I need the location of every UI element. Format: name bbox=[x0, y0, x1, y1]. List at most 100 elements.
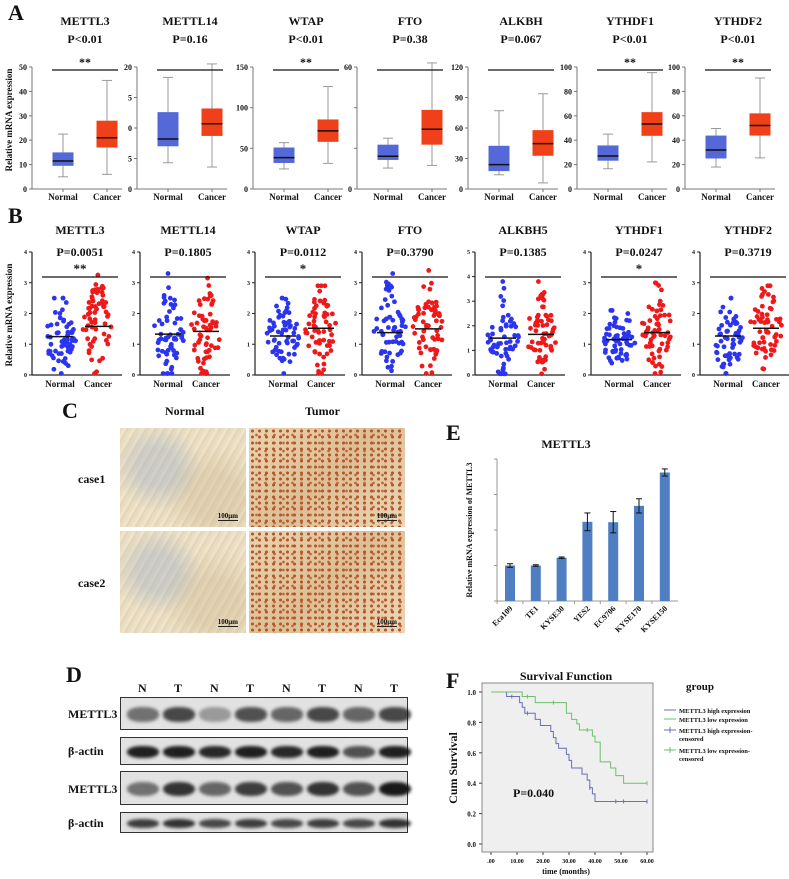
data-point-normal bbox=[164, 351, 170, 357]
data-point-normal bbox=[272, 337, 277, 343]
significance-stars: * bbox=[636, 261, 643, 276]
data-point-normal bbox=[167, 309, 172, 314]
data-point-cancer bbox=[321, 361, 327, 367]
data-point-cancer bbox=[436, 312, 442, 318]
p-value: P=0.1805 bbox=[164, 245, 211, 259]
data-point-normal bbox=[501, 361, 507, 367]
data-point-normal bbox=[387, 314, 392, 320]
data-point-normal bbox=[59, 351, 64, 356]
data-point-cancer bbox=[759, 314, 765, 320]
data-point-normal bbox=[54, 321, 60, 327]
data-point-cancer bbox=[197, 302, 203, 308]
data-point-normal bbox=[718, 338, 724, 344]
panel-letter-f: F bbox=[446, 668, 460, 693]
data-point-normal bbox=[60, 307, 65, 313]
data-point-cancer bbox=[315, 328, 321, 334]
data-point-normal bbox=[269, 327, 275, 333]
data-point-normal bbox=[265, 339, 271, 345]
plot-title: METTL3 bbox=[60, 14, 109, 28]
protein-band bbox=[307, 781, 339, 797]
data-point-cancer bbox=[771, 298, 777, 304]
data-point-cancer bbox=[95, 272, 101, 278]
data-point-normal bbox=[156, 353, 162, 359]
data-point-normal bbox=[720, 304, 726, 310]
data-point-cancer bbox=[317, 298, 323, 304]
y-tick-label: 100 bbox=[668, 63, 680, 72]
y-tick-label: 0.0 bbox=[467, 841, 476, 849]
y-tick-label: 5 bbox=[128, 155, 132, 164]
data-point-normal bbox=[292, 345, 297, 350]
y-tick-label: 100 bbox=[236, 104, 248, 113]
p-value: P=0.0051 bbox=[56, 245, 103, 259]
y-tick-label: 50 bbox=[19, 63, 27, 72]
data-point-cancer bbox=[536, 279, 541, 284]
data-point-cancer bbox=[650, 360, 655, 365]
lane-label: N bbox=[210, 681, 219, 695]
ihc-image-case1-normal: 100μm bbox=[120, 428, 246, 527]
data-point-cancer bbox=[540, 359, 546, 365]
data-point-normal bbox=[611, 315, 617, 321]
boxplot-alkbh: ALKBH P=0.067 0 30 60 90 120 Normal Cancer bbox=[451, 14, 558, 202]
y-axis-label: Relative mRNA expression of METTL3 bbox=[465, 463, 474, 598]
data-point-cancer bbox=[534, 314, 540, 320]
data-point-cancer bbox=[430, 335, 436, 341]
y-tick-label: 3 bbox=[692, 281, 695, 287]
data-point-normal bbox=[271, 320, 276, 326]
data-point-cancer bbox=[764, 319, 770, 325]
x-tick-label: KYSE150 bbox=[639, 604, 669, 634]
data-point-normal bbox=[604, 331, 609, 337]
data-point-normal bbox=[498, 294, 504, 299]
data-point-normal bbox=[163, 337, 169, 343]
y-tick-label: 0.2 bbox=[467, 811, 476, 819]
data-point-cancer bbox=[208, 325, 214, 330]
data-point-normal bbox=[728, 295, 734, 301]
data-point-normal bbox=[383, 358, 389, 364]
data-point-normal bbox=[505, 312, 511, 318]
data-point-normal bbox=[507, 346, 512, 352]
data-point-normal bbox=[381, 318, 387, 324]
data-point-normal bbox=[57, 311, 63, 316]
data-point-normal bbox=[380, 332, 386, 338]
y-tick-label: 0 bbox=[244, 185, 248, 194]
data-point-cancer bbox=[652, 313, 658, 319]
data-point-cancer bbox=[212, 345, 218, 351]
x-label-normal: Normal bbox=[269, 192, 299, 202]
lane-label: T bbox=[318, 681, 327, 695]
y-tick-label: 4 bbox=[247, 250, 250, 256]
bar-chart-mettl3: METTL3 Relative mRNA expression of METTL3… bbox=[465, 437, 678, 634]
protein-band bbox=[343, 707, 375, 722]
data-point-normal bbox=[606, 355, 612, 361]
y-tick-label: 40 bbox=[672, 136, 680, 145]
data-point-cancer bbox=[768, 342, 773, 347]
ihc-image-case2-tumor: 100μm bbox=[249, 531, 405, 633]
protein-band bbox=[199, 818, 231, 829]
data-point-normal bbox=[285, 320, 290, 326]
data-point-cancer bbox=[751, 340, 757, 346]
data-point-cancer bbox=[428, 347, 434, 353]
y-tick-label: 1 bbox=[247, 342, 250, 348]
data-point-cancer bbox=[203, 342, 209, 348]
scale-bar: 100μm bbox=[217, 618, 238, 627]
data-point-normal bbox=[723, 353, 729, 359]
y-tick-label: 1.0 bbox=[467, 689, 476, 697]
data-point-normal bbox=[172, 297, 177, 303]
protein-band bbox=[307, 707, 339, 722]
plot-title: YTHDF2 bbox=[724, 223, 772, 237]
data-point-normal bbox=[500, 303, 506, 309]
data-point-cancer bbox=[748, 319, 754, 325]
bar-eca109 bbox=[505, 565, 515, 601]
scatterplot-fto: FTO P=0.3790 0 1 2 3 4 Normal Cancer bbox=[354, 223, 452, 389]
data-point-cancer bbox=[666, 312, 672, 318]
data-point-cancer bbox=[210, 319, 215, 325]
y-tick-label: 0 bbox=[24, 373, 27, 379]
data-point-cancer bbox=[657, 313, 663, 319]
data-point-cancer bbox=[529, 339, 535, 345]
protein-band bbox=[379, 745, 411, 759]
bar-kyse30 bbox=[556, 557, 567, 601]
data-point-cancer bbox=[439, 337, 445, 343]
data-point-normal bbox=[507, 318, 513, 324]
data-point-normal bbox=[498, 340, 503, 346]
y-tick-label: 0 bbox=[467, 373, 470, 379]
data-point-cancer bbox=[99, 285, 104, 291]
data-point-normal bbox=[284, 338, 290, 344]
